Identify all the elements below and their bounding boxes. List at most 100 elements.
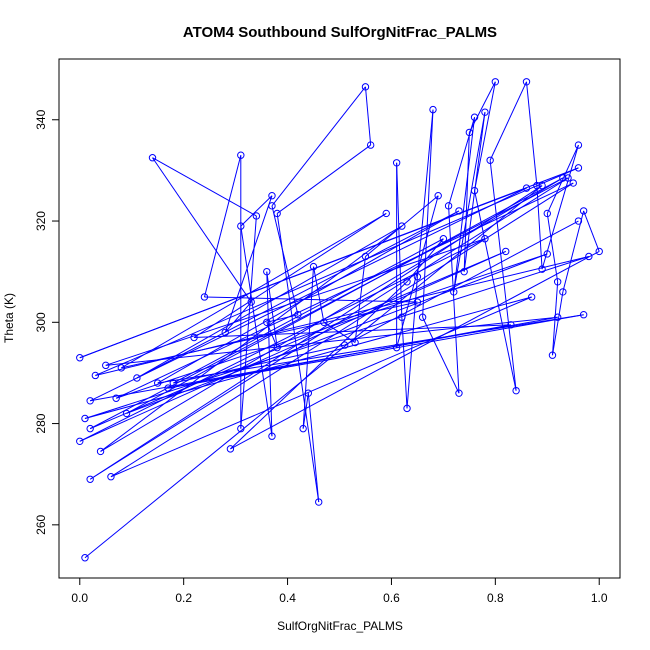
data-point — [320, 318, 328, 326]
data-point — [403, 278, 411, 286]
series-line-segment — [230, 250, 600, 450]
series-layer — [76, 78, 603, 562]
x-tick-label: 1.0 — [591, 591, 608, 605]
series-line-segment — [110, 182, 574, 478]
series-line-segment — [266, 271, 273, 437]
series-line-segment — [89, 250, 506, 430]
data-point — [548, 351, 557, 359]
series-line-segment — [313, 266, 325, 323]
data-point — [429, 105, 437, 114]
data-point — [574, 164, 583, 172]
data-point — [398, 313, 406, 321]
data-point — [522, 78, 531, 86]
data-point — [455, 389, 463, 397]
series-line-segment — [453, 117, 476, 292]
data-point — [273, 209, 281, 218]
data-point — [595, 247, 603, 256]
series-line-segment — [344, 220, 579, 346]
series-line-segment — [224, 301, 252, 333]
data-point — [579, 207, 588, 215]
data-point — [543, 250, 551, 258]
data-point — [81, 554, 89, 562]
data-point — [263, 318, 271, 326]
data-point — [237, 151, 245, 159]
data-point — [455, 207, 463, 215]
x-tick-label: 0.4 — [279, 591, 296, 605]
data-point — [221, 328, 229, 337]
x-axis-label: SulfOrgNitFrac_PALMS — [277, 619, 403, 633]
series-line-segment — [84, 185, 543, 559]
data-point — [538, 265, 546, 273]
y-axis: 260 280 300 320 340 — [34, 109, 60, 535]
data-point — [148, 154, 157, 162]
data-point — [434, 192, 442, 200]
data-point — [465, 128, 474, 137]
data-point — [153, 379, 162, 387]
data-point — [450, 288, 458, 296]
series-line-segment — [203, 155, 242, 298]
chart-title: ATOM4 Southbound SulfOrgNitFrac_PALMS — [183, 24, 497, 41]
data-point — [268, 202, 276, 210]
series-line-segment — [240, 215, 257, 429]
series-line-segment — [167, 314, 584, 389]
data-point — [86, 424, 94, 433]
series-line-segment — [89, 177, 569, 480]
series-line-segment — [136, 210, 460, 379]
series-line-segment — [121, 301, 418, 369]
data-point — [444, 202, 453, 210]
data-point — [522, 184, 531, 192]
y-tick-label: 320 — [34, 211, 48, 231]
data-point — [366, 141, 375, 149]
series-line-segment — [474, 81, 496, 191]
data-point — [559, 288, 567, 296]
data-point — [81, 414, 89, 423]
data-point — [481, 235, 489, 243]
series-line-segment — [230, 281, 408, 450]
data-point — [268, 192, 276, 200]
series-line-segment — [583, 210, 600, 252]
series-line-segment — [453, 112, 486, 293]
data-point — [543, 209, 551, 218]
y-tick-label: 340 — [34, 109, 48, 129]
series-line-segment — [489, 160, 517, 391]
data-point — [579, 311, 588, 319]
data-point — [304, 389, 313, 397]
series-line-segment — [468, 81, 496, 133]
series-line-segment — [551, 291, 564, 356]
data-point — [133, 374, 141, 382]
series-line-segment — [105, 316, 558, 366]
series-line-segment — [240, 226, 273, 437]
data-point — [392, 159, 401, 167]
series-line-segment — [224, 195, 273, 333]
series-line-segment — [546, 213, 559, 282]
data-point — [470, 186, 479, 195]
data-point — [294, 311, 302, 319]
data-point — [268, 432, 276, 440]
data-point — [273, 343, 281, 352]
series-line-segment — [401, 317, 408, 409]
series-line-segment — [546, 144, 579, 214]
series-line-segment — [302, 266, 315, 429]
series-line-segment — [406, 238, 444, 283]
data-point — [398, 222, 406, 230]
series-line-segment — [136, 225, 403, 379]
data-point — [247, 298, 255, 306]
data-point — [76, 354, 84, 362]
series-line-segment — [307, 393, 320, 503]
data-point — [96, 447, 105, 456]
data-point — [200, 293, 209, 301]
data-point — [340, 341, 349, 349]
x-tick-label: 0.2 — [175, 591, 192, 605]
data-point — [237, 222, 245, 230]
data-point — [169, 379, 177, 387]
data-point — [502, 247, 510, 256]
series-line-segment — [84, 296, 532, 419]
series-line-segment — [240, 195, 273, 227]
x-tick-label: 0.6 — [383, 591, 400, 605]
data-point — [418, 313, 427, 321]
data-point — [382, 209, 390, 218]
series-line-segment — [126, 177, 564, 414]
data-point — [413, 273, 422, 281]
series-line-segment — [365, 195, 439, 257]
y-axis-label: Theta (K) — [2, 293, 16, 343]
